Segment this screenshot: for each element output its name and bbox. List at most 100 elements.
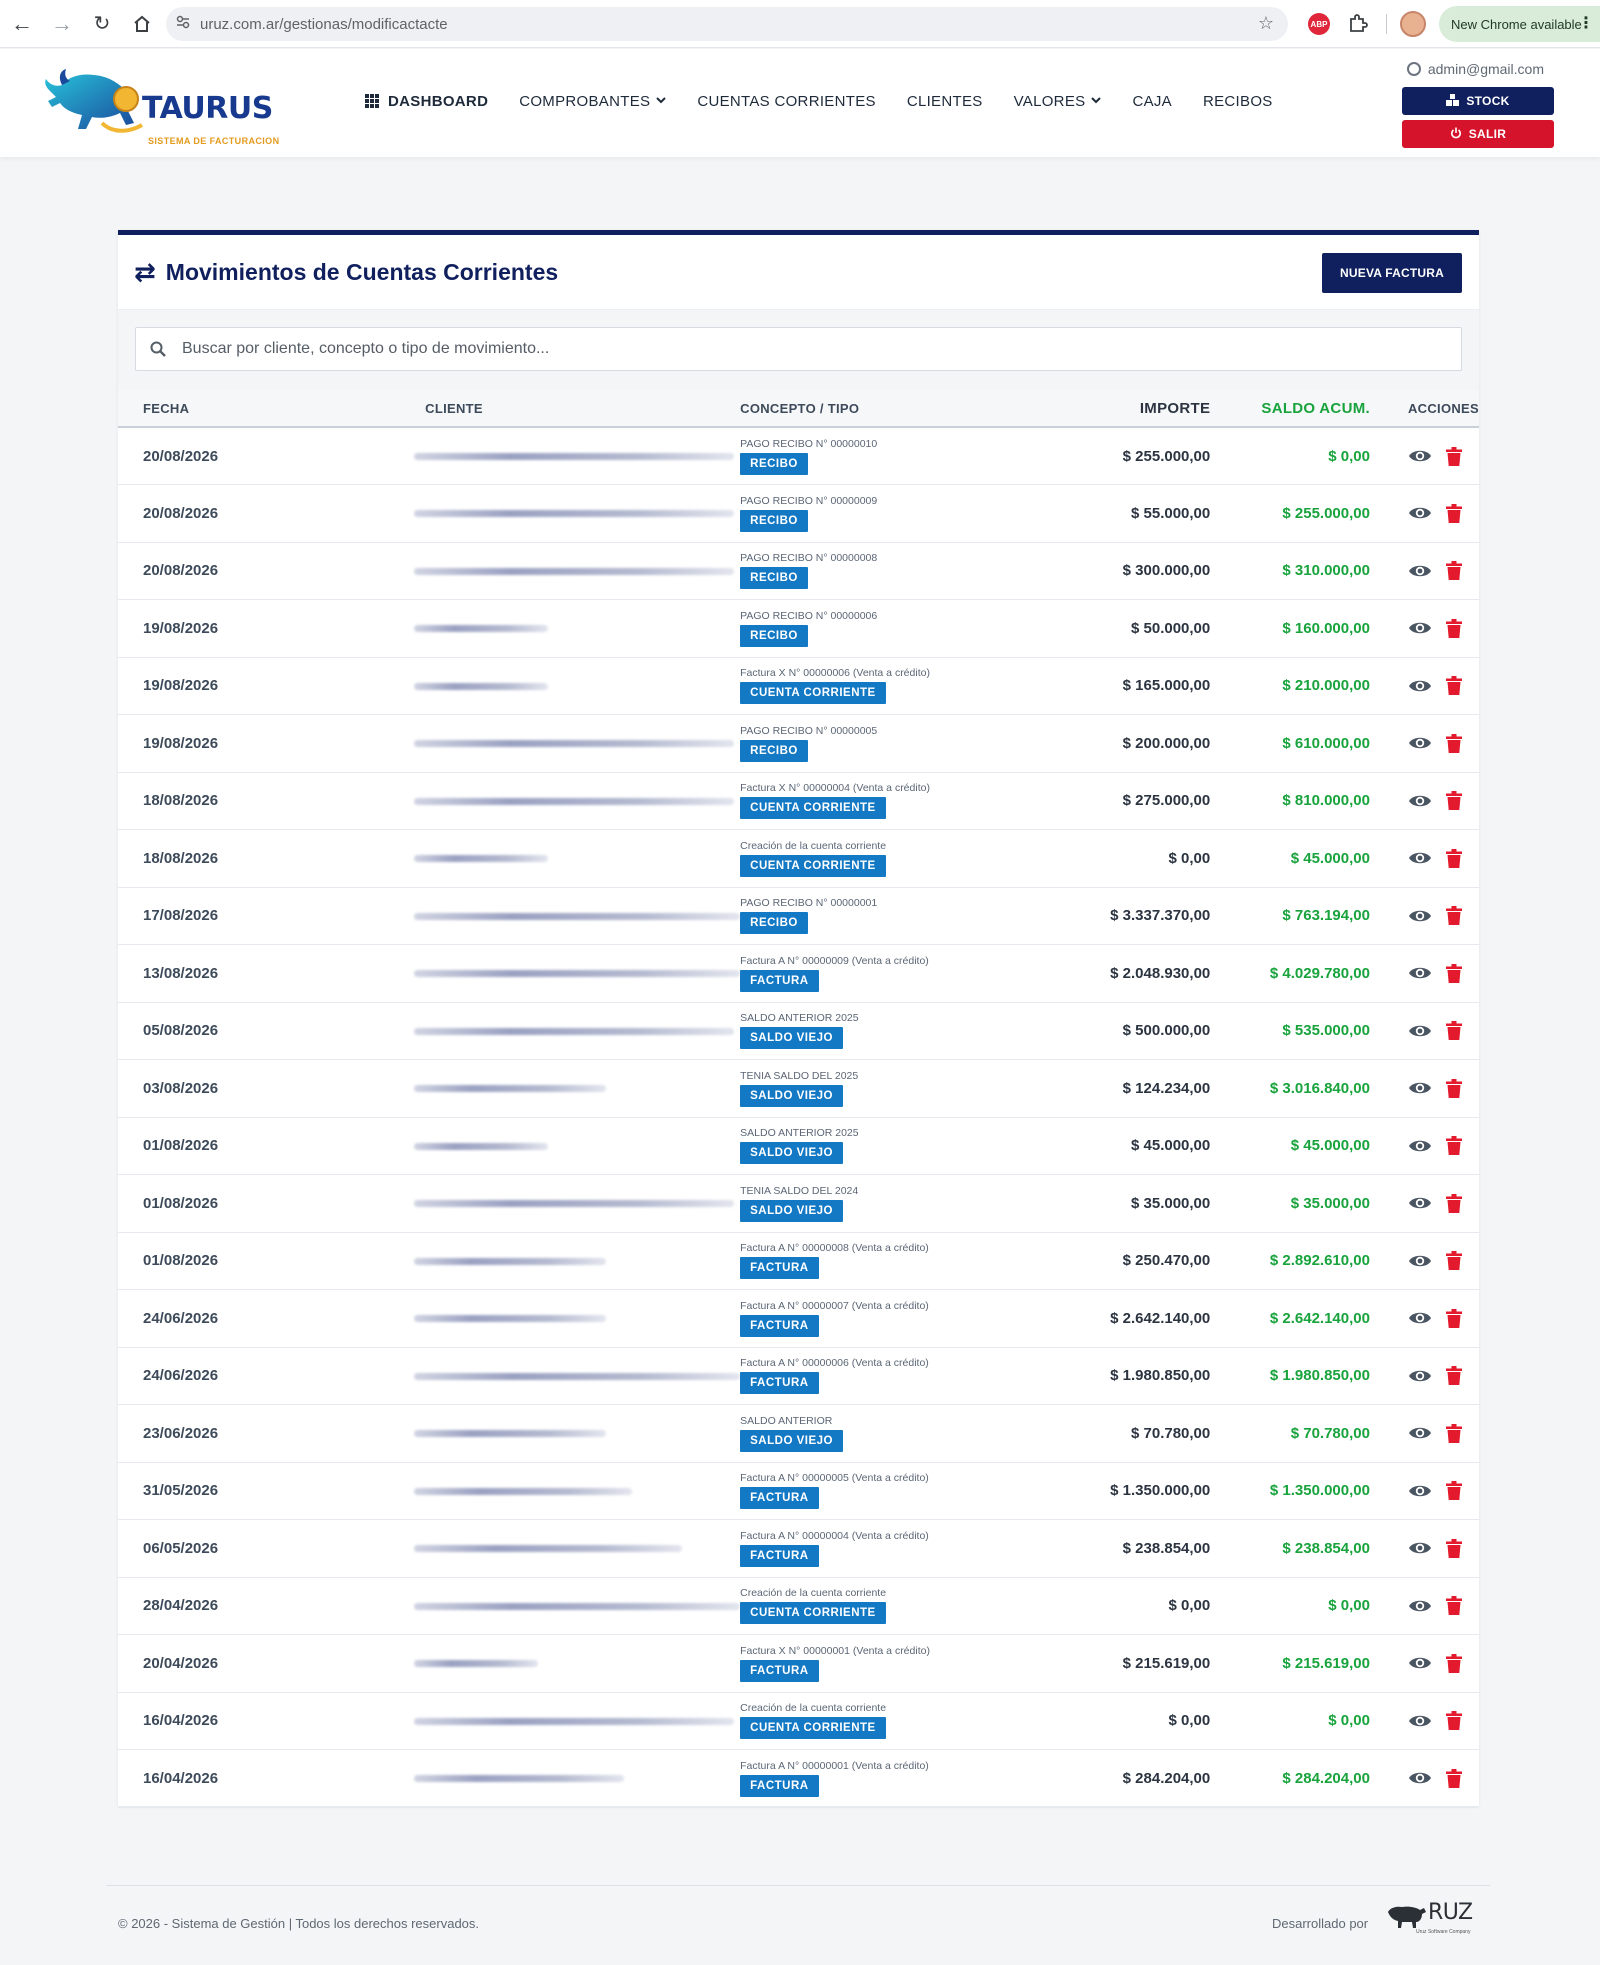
table-row: 06/05/2026 Factura A N° 00000004 (Venta a… [118,1519,1479,1578]
nav-cuentas-corrientes[interactable]: CUENTAS CORRIENTES [697,93,875,110]
adblock-extension-icon[interactable]: ABP [1308,13,1330,35]
view-eye-icon[interactable] [1408,505,1432,521]
back-icon[interactable]: ← [11,10,33,36]
view-eye-icon[interactable] [1408,1483,1432,1499]
view-eye-icon[interactable] [1408,1310,1432,1326]
delete-trash-icon[interactable] [1445,561,1462,581]
view-eye-icon[interactable] [1408,448,1432,464]
view-eye-icon[interactable] [1408,1023,1432,1039]
view-eye-icon[interactable] [1408,1598,1432,1614]
view-eye-icon[interactable] [1408,965,1432,981]
header-fecha[interactable]: FECHA [118,390,259,428]
nav-clientes[interactable]: CLIENTES [907,93,983,110]
salir-label: SALIR [1468,127,1507,141]
cell-cliente [258,599,741,658]
new-invoice-button[interactable]: NUEVA FACTURA [1322,253,1462,293]
view-eye-icon[interactable] [1408,1368,1432,1384]
delete-trash-icon[interactable] [1445,1768,1462,1788]
header-cliente[interactable]: CLIENTE [258,390,741,428]
delete-trash-icon[interactable] [1445,1481,1462,1501]
concept-text: PAGO RECIBO N° 00000001 [740,897,878,910]
cell-fecha: 31/05/2026 [118,1462,259,1520]
row-actions [1408,963,1479,983]
nav-comprobantes-label: COMPROBANTES [519,92,651,110]
concept-text: PAGO RECIBO N° 00000006 [740,609,878,622]
home-icon[interactable] [124,6,160,42]
cell-fecha: 23/06/2026 [118,1404,259,1463]
taurus-logo[interactable]: TAURUS SISTEMA DE FACTURACION [42,63,282,146]
view-eye-icon[interactable] [1408,1195,1432,1211]
forward-icon[interactable]: → [51,10,73,36]
cell-concepto: Factura A N° 00000006 (Venta a crédito) F… [740,1347,1026,1405]
view-eye-icon[interactable] [1408,735,1432,751]
reload-icon[interactable]: ↻ [93,13,111,35]
cell-saldo: $ 0,00 [1210,1577,1370,1635]
delete-trash-icon[interactable] [1445,1366,1462,1386]
view-eye-icon[interactable] [1408,1655,1432,1671]
view-eye-icon[interactable] [1408,1253,1432,1269]
search-input[interactable] [180,329,1461,369]
address-bar[interactable]: uruz.com.ar/gestionas/modificactacte ☆ [166,7,1288,41]
logout-button[interactable]: SALIR [1402,120,1554,148]
uruz-logo[interactable]: RUZ Uruz Software Company [1386,1898,1482,1938]
delete-trash-icon[interactable] [1445,1251,1462,1271]
nav-caja[interactable]: CAJA [1132,93,1172,110]
delete-trash-icon[interactable] [1445,1423,1462,1443]
nav-valores[interactable]: VALORES [1014,93,1102,110]
header-importe[interactable]: IMPORTE [1025,390,1211,428]
kebab-menu-icon[interactable]: ⋮ [1578,15,1594,32]
bookmark-star-icon[interactable]: ☆ [1257,13,1274,33]
delete-trash-icon[interactable] [1445,1596,1462,1616]
view-eye-icon[interactable] [1408,908,1432,924]
cell-saldo: $ 2.642.140,00 [1210,1289,1370,1348]
delete-trash-icon[interactable] [1445,676,1462,696]
cell-fecha: 24/06/2026 [118,1289,259,1348]
row-actions [1408,791,1479,811]
delete-trash-icon[interactable] [1445,503,1462,523]
view-eye-icon[interactable] [1408,793,1432,809]
concept-text: TENIA SALDO DEL 2024 [740,1184,859,1197]
extensions-puzzle-icon[interactable] [1345,10,1371,36]
site-settings-icon[interactable] [166,14,200,34]
delete-trash-icon[interactable] [1445,733,1462,753]
delete-trash-icon[interactable] [1445,1653,1462,1673]
view-eye-icon[interactable] [1408,563,1432,579]
delete-trash-icon[interactable] [1445,963,1462,983]
header-saldo[interactable]: SALDO ACUM. [1210,390,1370,428]
view-eye-icon[interactable] [1408,678,1432,694]
view-eye-icon[interactable] [1408,1713,1432,1729]
cell-fecha: 03/08/2026 [118,1059,259,1118]
cell-cliente [258,1462,741,1520]
delete-trash-icon[interactable] [1445,848,1462,868]
delete-trash-icon[interactable] [1445,1308,1462,1328]
delete-trash-icon[interactable] [1445,1136,1462,1156]
view-eye-icon[interactable] [1408,1138,1432,1154]
delete-trash-icon[interactable] [1445,791,1462,811]
header-concepto[interactable]: CONCEPTO / TIPO [740,390,1026,428]
table-body: 20/08/2026 PAGO RECIBO N° 00000010 RECIBO $… [118,427,1479,1808]
url-text[interactable]: uruz.com.ar/gestionas/modificactacte [200,15,448,33]
view-eye-icon[interactable] [1408,1425,1432,1441]
view-eye-icon[interactable] [1408,1770,1432,1786]
chrome-update-button[interactable]: New Chrome available ⋮ [1439,6,1600,42]
delete-trash-icon[interactable] [1445,1193,1462,1213]
delete-trash-icon[interactable] [1445,1711,1462,1731]
nav-recibos[interactable]: RECIBOS [1203,93,1273,110]
view-eye-icon[interactable] [1408,850,1432,866]
delete-trash-icon[interactable] [1445,906,1462,926]
profile-avatar[interactable] [1400,11,1426,37]
view-eye-icon[interactable] [1408,1080,1432,1096]
delete-trash-icon[interactable] [1445,1021,1462,1041]
nav-dashboard[interactable]: DASHBOARD [365,93,488,110]
row-actions [1408,1193,1479,1213]
view-eye-icon[interactable] [1408,620,1432,636]
delete-trash-icon[interactable] [1445,1538,1462,1558]
delete-trash-icon[interactable] [1445,1078,1462,1098]
row-actions [1408,1768,1479,1788]
delete-trash-icon[interactable] [1445,618,1462,638]
view-eye-icon[interactable] [1408,1540,1432,1556]
delete-trash-icon[interactable] [1445,446,1462,466]
stock-button[interactable]: STOCK [1402,87,1554,115]
cell-fecha: 01/08/2026 [118,1117,259,1175]
nav-comprobantes[interactable]: COMPROBANTES [519,92,667,110]
